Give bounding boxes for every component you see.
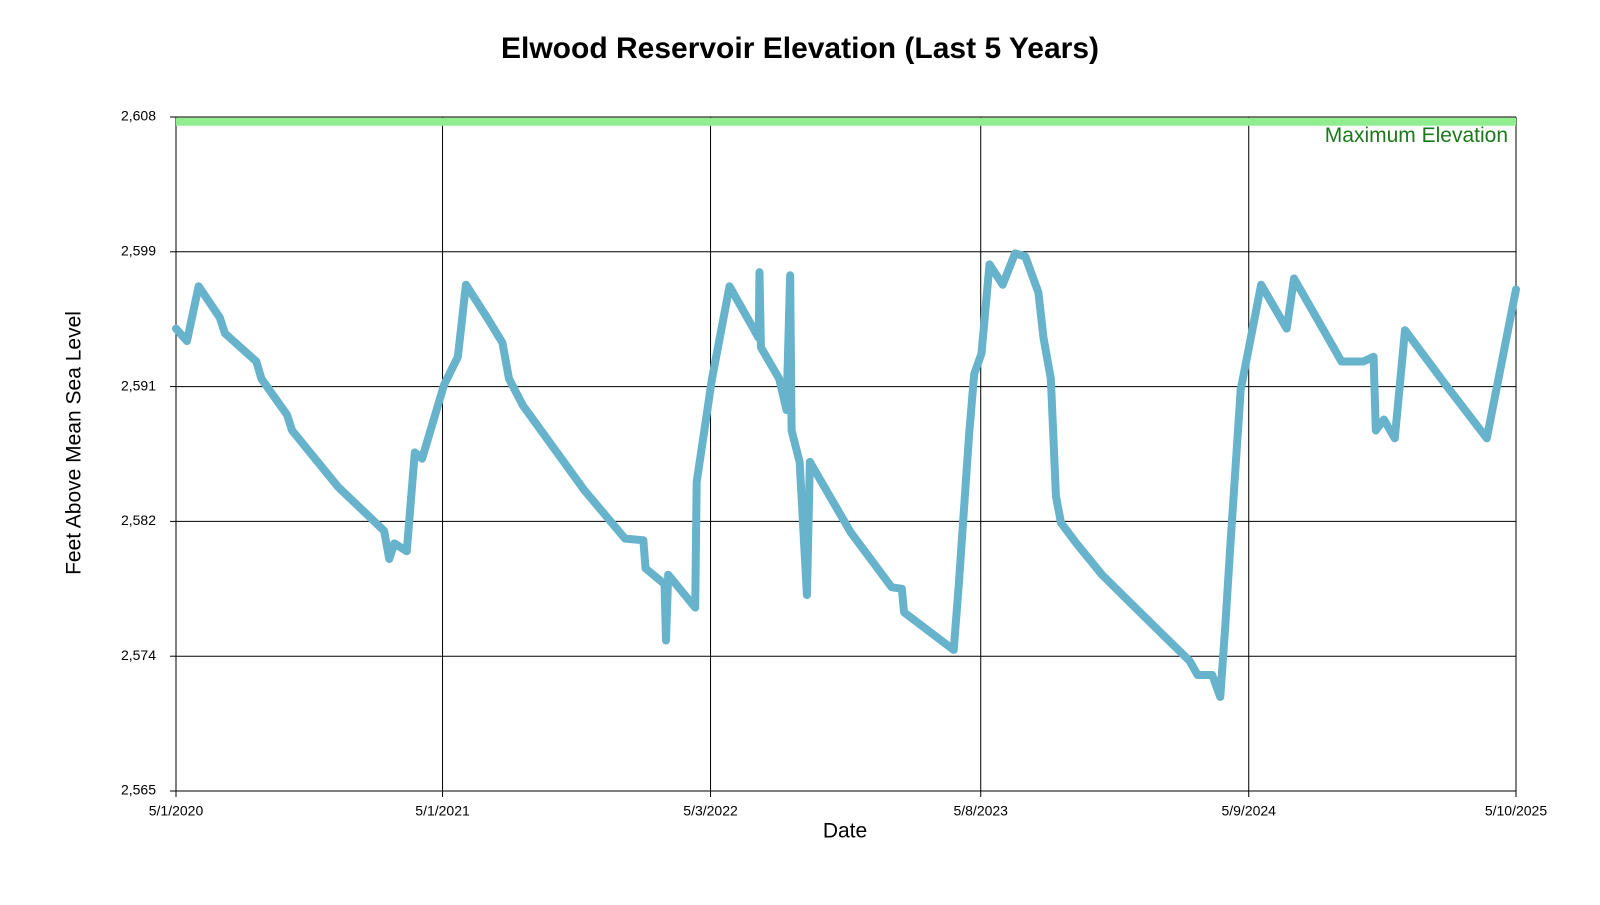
y-tick-label: 2,574 xyxy=(121,647,156,663)
y-tick-label: 2,591 xyxy=(121,377,156,393)
x-tick-label: 5/8/2023 xyxy=(953,803,1008,819)
elevation-line xyxy=(172,249,1520,701)
x-tick-label: 5/1/2021 xyxy=(415,803,470,819)
x-tick-label: 5/9/2024 xyxy=(1221,803,1276,819)
x-tick-label: 5/10/2025 xyxy=(1485,803,1547,819)
x-tick-label: 5/1/2020 xyxy=(149,803,204,819)
chart-title: Elwood Reservoir Elevation (Last 5 Years… xyxy=(501,32,1099,65)
y-tick-label: 2,582 xyxy=(121,512,156,528)
y-axis-label: Feet Above Mean Sea Level xyxy=(63,311,86,575)
max-elevation-label: Maximum Elevation xyxy=(1325,124,1508,147)
x-axis-label: Date xyxy=(823,820,867,843)
y-tick-label: 2,599 xyxy=(121,243,156,259)
y-tick-label: 2,608 xyxy=(121,108,156,124)
y-tick-label: 2,565 xyxy=(121,782,156,798)
x-tick-label: 5/3/2022 xyxy=(683,803,738,819)
